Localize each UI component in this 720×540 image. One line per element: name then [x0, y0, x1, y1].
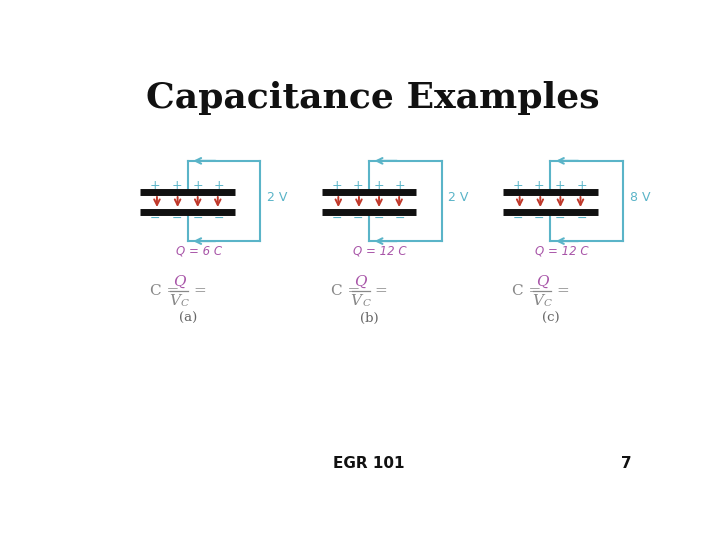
Text: V: V — [532, 294, 543, 308]
Text: +: + — [192, 179, 203, 192]
Text: V: V — [351, 294, 361, 308]
Text: −: − — [171, 212, 181, 225]
Text: +: + — [576, 179, 587, 192]
Text: −: − — [331, 212, 342, 225]
Text: Q = 12 C: Q = 12 C — [354, 245, 407, 258]
Text: =: = — [193, 285, 206, 299]
Text: C: C — [362, 299, 370, 308]
Text: +: + — [331, 179, 342, 192]
Text: (b): (b) — [360, 312, 378, 325]
Text: Q = 12 C: Q = 12 C — [535, 245, 588, 258]
Text: Capacitance Examples: Capacitance Examples — [145, 81, 600, 115]
Text: +: + — [555, 179, 566, 192]
Text: 2 V: 2 V — [267, 191, 287, 204]
Text: (c): (c) — [541, 312, 559, 325]
Text: C =: C = — [150, 285, 179, 299]
Text: −: − — [192, 212, 203, 225]
Text: C =: C = — [513, 285, 541, 299]
Text: 2 V: 2 V — [449, 191, 469, 204]
Text: −: − — [395, 212, 405, 225]
Text: −: − — [214, 212, 224, 225]
Text: 8 V: 8 V — [629, 191, 650, 204]
Text: −: − — [374, 212, 384, 225]
Text: Q: Q — [536, 275, 548, 289]
Text: (a): (a) — [179, 312, 197, 325]
Text: +: + — [374, 179, 384, 192]
Text: +: + — [214, 179, 224, 192]
Text: Q: Q — [173, 275, 186, 289]
Text: +: + — [353, 179, 363, 192]
Text: Q: Q — [354, 275, 367, 289]
Text: =: = — [556, 285, 569, 299]
Text: −: − — [150, 212, 161, 225]
Text: +: + — [171, 179, 182, 192]
Text: V: V — [169, 294, 180, 308]
Text: −: − — [534, 212, 544, 225]
Text: −: − — [576, 212, 587, 225]
Text: C: C — [181, 299, 189, 308]
Text: +: + — [395, 179, 405, 192]
Text: 7: 7 — [621, 456, 631, 471]
Text: +: + — [534, 179, 544, 192]
Text: Q = 6 C: Q = 6 C — [176, 245, 222, 258]
Text: −: − — [353, 212, 363, 225]
Text: −: − — [555, 212, 566, 225]
Text: C: C — [544, 299, 552, 308]
Text: =: = — [374, 285, 387, 299]
Text: −: − — [513, 212, 523, 225]
Text: EGR 101: EGR 101 — [333, 456, 405, 471]
Text: C =: C = — [331, 285, 360, 299]
Text: +: + — [513, 179, 523, 192]
Text: +: + — [150, 179, 161, 192]
